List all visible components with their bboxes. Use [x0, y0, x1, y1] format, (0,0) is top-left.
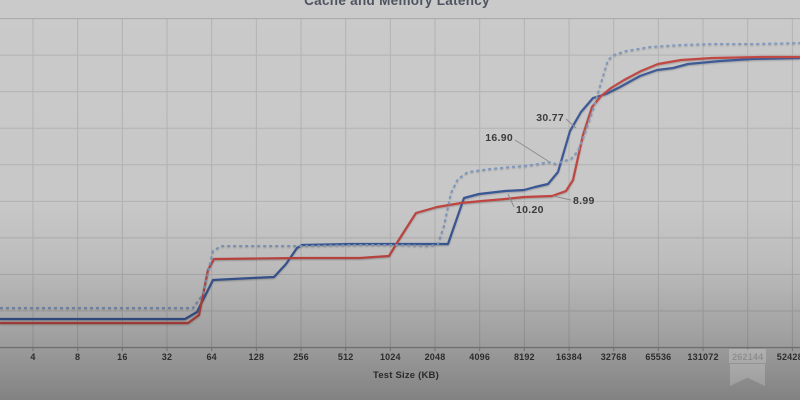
x-tick-label: 65536: [645, 352, 672, 362]
x-tick-label: 256: [293, 352, 309, 362]
x-tick-label: 131072: [687, 352, 719, 362]
x-tick-label: 4096: [469, 352, 491, 362]
x-tick-label: 512: [337, 352, 354, 362]
annotation-leaders: [507, 118, 577, 208]
leader-line: [514, 139, 549, 162]
data-label-blue-dashed: 16.90: [485, 132, 513, 144]
x-axis-title: Test Size (KB): [373, 370, 439, 381]
x-tick-label: 64: [206, 352, 217, 362]
data-label-blue-solid: 10.20: [516, 204, 544, 216]
leader-line: [507, 193, 515, 208]
gridlines: [0, 18, 800, 349]
bookmark-band: [729, 349, 766, 363]
x-tick-label: 16384: [556, 352, 583, 362]
data-label-red-solid: 8.99: [573, 195, 595, 207]
series-line-red-solid: [0, 55, 800, 325]
x-tick-label: 524288: [776, 352, 800, 362]
x-tick-label: 16: [117, 352, 128, 362]
x-tick-label: 128: [248, 352, 265, 362]
leader-line: [565, 118, 577, 129]
x-tick-label: 1024: [379, 352, 401, 362]
bookmark-ribbon-icon[interactable]: [729, 348, 766, 386]
x-tick-label: 32768: [600, 352, 627, 362]
chart-title: Cache and Memory Latency: [304, 0, 490, 8]
x-tick-label: 8192: [513, 352, 535, 362]
x-tick-label: 8: [75, 352, 81, 362]
leader-line: [552, 195, 572, 201]
x-tick-label: 32: [161, 352, 173, 362]
bookmark-flag: [730, 364, 765, 386]
x-tick-label: 4: [30, 352, 36, 362]
series-lines: [0, 42, 800, 325]
data-label-blue-solid: 30.77: [536, 112, 564, 124]
series-line-blue-solid: [0, 56, 800, 321]
x-tick-label: 2048: [424, 352, 446, 362]
series-line-blue-dashed: [0, 42, 800, 309]
